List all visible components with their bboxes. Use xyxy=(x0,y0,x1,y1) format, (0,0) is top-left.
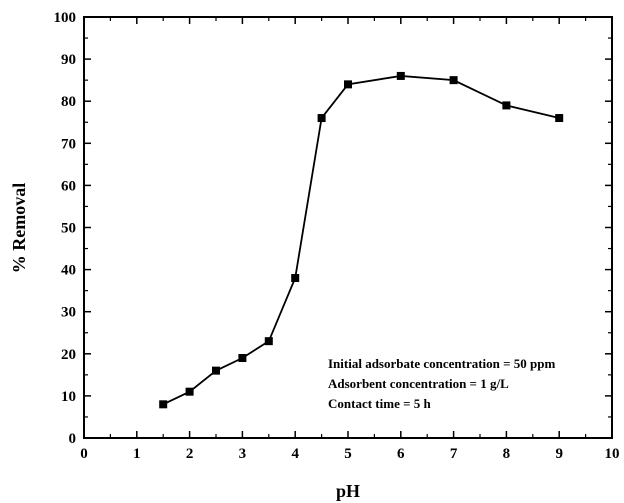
y-tick-label: 40 xyxy=(61,263,76,279)
y-tick-label: 100 xyxy=(54,10,77,26)
data-point xyxy=(555,114,564,123)
ticks-layer xyxy=(83,16,613,439)
y-axis-title: % Removal xyxy=(9,183,29,273)
y-tick-label: 50 xyxy=(61,221,76,237)
y-tick-label: 0 xyxy=(69,431,77,447)
data-point xyxy=(344,80,352,89)
series-layer xyxy=(159,71,564,409)
annotation-adsorbent-concentration: Adsorbent concentration = 1 g/L xyxy=(328,376,509,391)
x-tick-label: 1 xyxy=(133,446,141,462)
x-tick-label: 3 xyxy=(239,446,247,462)
data-point xyxy=(159,400,168,409)
x-tick-label: 5 xyxy=(344,446,352,462)
plot-frame xyxy=(83,16,613,439)
x-tick-label: 0 xyxy=(80,446,88,462)
x-tick-label: 10 xyxy=(605,446,620,462)
x-tick-label: 2 xyxy=(186,446,194,462)
x-tick-label: 4 xyxy=(291,446,299,462)
series-line xyxy=(162,75,560,406)
data-point xyxy=(502,101,511,110)
data-point xyxy=(264,337,273,346)
data-point xyxy=(291,274,300,283)
y-tick-label: 20 xyxy=(61,347,76,363)
annotation-contact-time: Contact time = 5 h xyxy=(328,396,431,411)
y-tick-label: 70 xyxy=(61,136,76,152)
x-tick-label: 7 xyxy=(450,446,458,462)
y-tick-label: 80 xyxy=(61,94,76,110)
data-point xyxy=(396,71,405,80)
x-axis-title: pH xyxy=(336,481,360,501)
data-point xyxy=(317,114,326,123)
data-point xyxy=(238,354,247,363)
x-tick-label: 6 xyxy=(397,446,405,462)
data-point xyxy=(449,76,458,85)
data-point xyxy=(212,366,220,375)
y-tick-label: 10 xyxy=(61,389,76,405)
x-tick-label: 9 xyxy=(555,446,563,462)
y-tick-label: 60 xyxy=(61,178,76,194)
y-tick-label: 90 xyxy=(61,52,76,68)
annotation-initial-concentration: Initial adsorbate concentration = 50 ppm xyxy=(328,356,555,371)
y-tick-label: 30 xyxy=(61,305,76,321)
x-tick-label: 8 xyxy=(503,446,511,462)
data-point xyxy=(185,387,194,396)
